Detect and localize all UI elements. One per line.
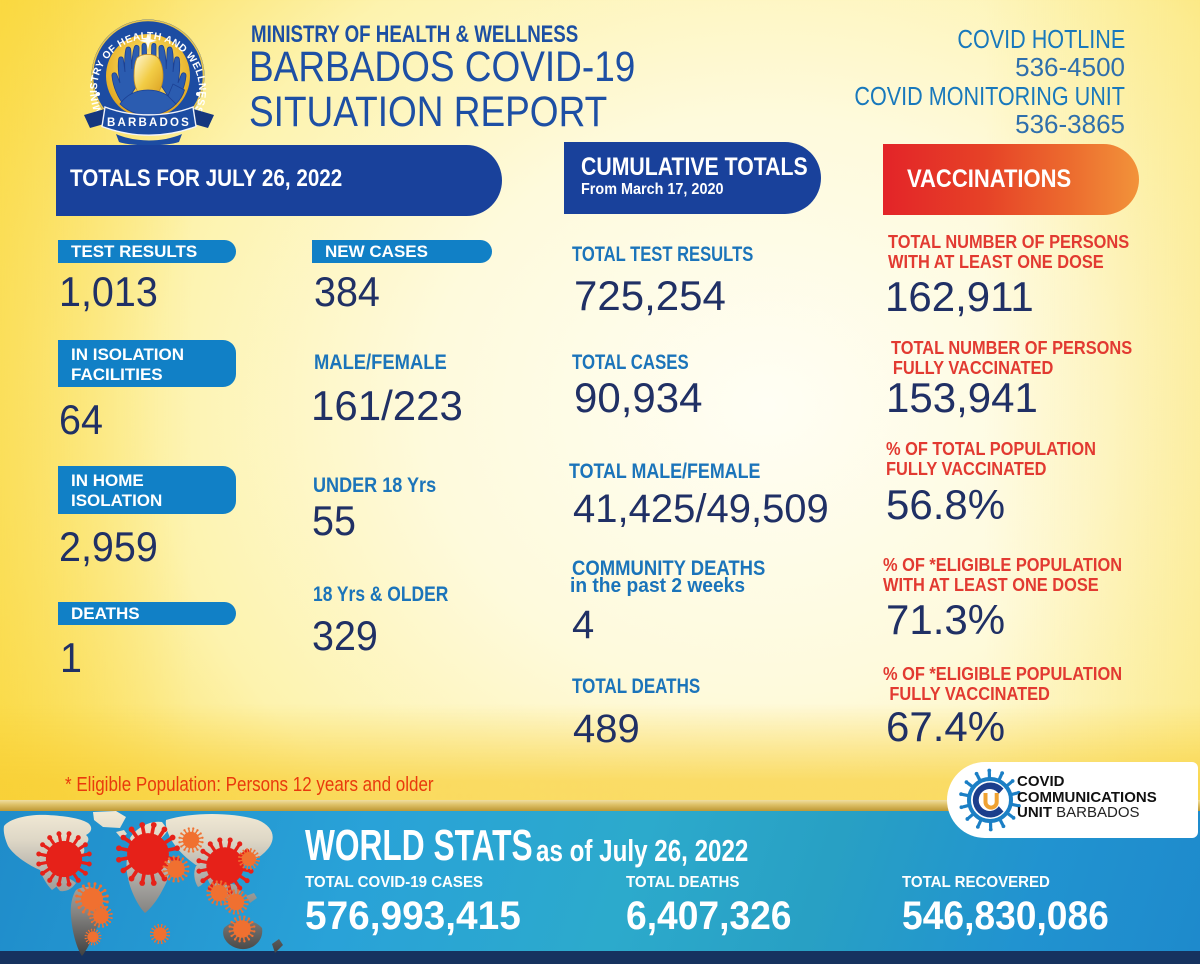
svg-text:BARBADOS: BARBADOS [107, 117, 191, 129]
